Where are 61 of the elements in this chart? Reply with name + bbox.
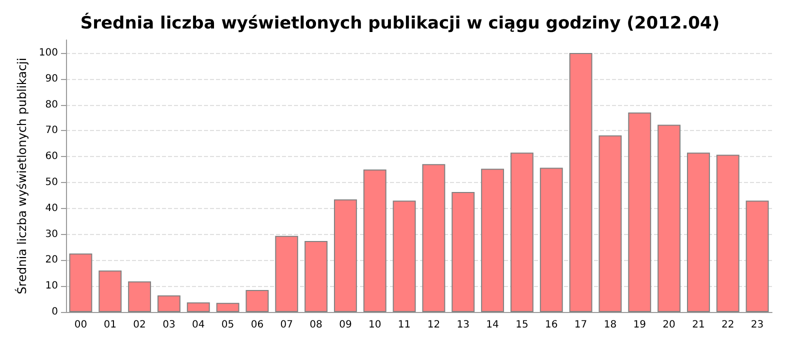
bar xyxy=(157,295,180,312)
y-tick-label: 40 xyxy=(45,202,58,214)
bar xyxy=(392,200,416,312)
y-axis-title: Średnia liczba wyświetlonych publikacji xyxy=(14,58,29,294)
x-tick-label: 17 xyxy=(574,320,588,330)
bar xyxy=(598,135,622,312)
x-tick-label: 04 xyxy=(192,320,205,330)
x-tick-label: 23 xyxy=(750,320,764,330)
bar xyxy=(69,253,92,312)
bar xyxy=(98,270,122,312)
x-tick-label: 22 xyxy=(722,320,734,330)
y-tick-label: 80 xyxy=(45,99,58,110)
bar xyxy=(658,124,681,312)
x-tick-label: 05 xyxy=(221,320,234,330)
bar xyxy=(746,200,769,312)
x-tick-label: 06 xyxy=(250,320,264,330)
y-tick-label: 10 xyxy=(45,280,58,292)
bar xyxy=(481,168,504,312)
y-tick-label: 20 xyxy=(45,254,58,266)
bar xyxy=(186,302,210,312)
bar xyxy=(363,170,386,312)
bar xyxy=(128,281,152,312)
bar xyxy=(334,199,357,312)
x-tick-label: 15 xyxy=(516,320,528,330)
x-tick-label: 10 xyxy=(368,320,382,330)
x-tick-label: 19 xyxy=(633,320,646,330)
bar xyxy=(716,154,740,312)
x-tick-label: 14 xyxy=(486,320,499,330)
bar xyxy=(540,168,563,312)
bar xyxy=(304,241,328,312)
x-tick-label: 09 xyxy=(339,320,352,330)
bar xyxy=(628,112,652,312)
chart-title: Średnia liczba wyświetlonych publikacji w ciągu godziny (2012.04) xyxy=(80,12,720,34)
x-tick-label: 20 xyxy=(662,320,676,330)
bar xyxy=(246,290,269,312)
y-tick-label: 100 xyxy=(38,47,58,58)
bar xyxy=(569,52,592,312)
x-tick-label: 07 xyxy=(280,320,293,330)
x-tick-label: 11 xyxy=(398,320,411,330)
x-tick-label: 13 xyxy=(456,320,470,330)
x-tick-label: 03 xyxy=(162,320,176,330)
x-tick-label: 00 xyxy=(74,320,88,330)
bar xyxy=(216,302,240,312)
bar xyxy=(686,152,710,312)
y-tick-label: 0 xyxy=(52,306,58,318)
x-tick-label: 21 xyxy=(692,320,705,330)
x-tick-label: 16 xyxy=(545,320,558,330)
x-tick-label: 18 xyxy=(604,320,617,330)
y-tick-label: 90 xyxy=(45,73,58,84)
bar xyxy=(275,236,298,312)
y-tick-label: 30 xyxy=(45,228,58,240)
y-tick-label: 60 xyxy=(45,151,58,162)
x-tick-label: 08 xyxy=(310,320,322,330)
x-tick-label: 01 xyxy=(104,320,116,330)
bar xyxy=(422,164,446,312)
x-tick-label: 12 xyxy=(427,320,440,330)
y-tick-label: 50 xyxy=(45,176,58,188)
y-tick-label: 70 xyxy=(45,125,58,136)
x-tick-label: 02 xyxy=(133,320,146,330)
bar xyxy=(510,152,534,312)
bar xyxy=(452,192,475,312)
